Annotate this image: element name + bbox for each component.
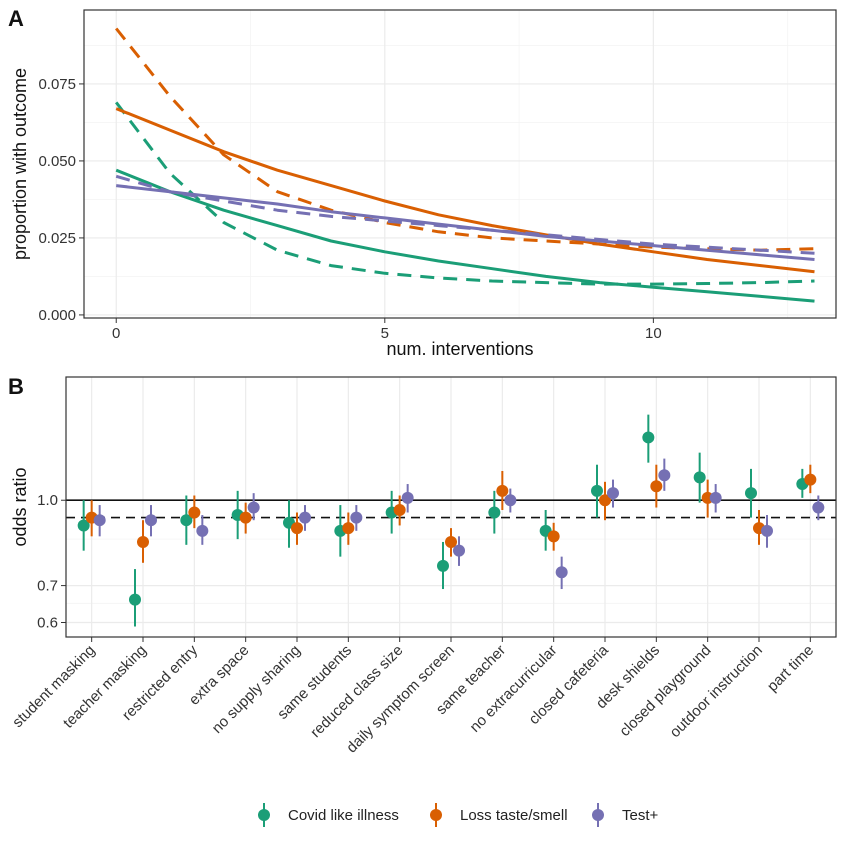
panel-b-y-tick-label: 1.0 (37, 492, 58, 509)
point-covid (437, 559, 449, 572)
point-test (709, 491, 722, 504)
panel-a-letter: A (8, 6, 24, 31)
point-test (145, 514, 157, 527)
panel-a-y-tick-label: 0.000 (38, 307, 76, 324)
panel-b-y-tick-label: 0.7 (37, 578, 58, 595)
panel-b-y-axis-title: odds ratio (10, 467, 30, 546)
point-taste (342, 522, 355, 535)
point-covid (488, 506, 501, 519)
panel-a-x-axis-title: num. interventions (386, 339, 533, 359)
category-label: closed playground (616, 642, 714, 740)
panel-a-lines (115, 27, 815, 303)
legend-label-covid: Covid like illness (288, 807, 399, 824)
panel-b-y-tick-label: 0.6 (37, 614, 58, 631)
point-taste (393, 504, 406, 517)
point-taste (239, 511, 252, 524)
point-taste (599, 494, 611, 507)
series-line-taste-solid (115, 107, 815, 274)
point-test (93, 514, 106, 527)
legend: Covid like illness Loss taste/smell Test+ (258, 803, 659, 827)
point-taste (804, 473, 817, 486)
point-test (607, 487, 619, 500)
series-line-taste-dashed (115, 27, 815, 252)
category-label: part time (764, 642, 817, 695)
point-covid (591, 484, 603, 497)
legend-key-point-test (592, 809, 604, 821)
panel-a-x-tick-label: 0 (112, 325, 120, 342)
point-test (299, 511, 311, 524)
series-line-test-dashed (115, 174, 815, 255)
panel-a-y-tick-label: 0.050 (38, 153, 76, 170)
panel-a-frame (83, 9, 837, 319)
point-covid (642, 431, 655, 444)
point-covid (745, 487, 757, 500)
panel-a-grid (84, 10, 836, 318)
legend-key-point-covid (258, 809, 270, 821)
point-test (350, 511, 363, 524)
point-taste (496, 484, 509, 497)
point-taste (650, 480, 663, 493)
point-test (504, 494, 517, 507)
category-label: outdoor instruction (667, 642, 766, 741)
point-test (453, 544, 465, 557)
point-taste (137, 535, 149, 548)
panel-b-points (77, 414, 825, 627)
panel-a-y-axis-title: proportion with outcome (10, 68, 30, 260)
point-test (247, 501, 260, 514)
panel-a-x-tick-label: 10 (645, 325, 662, 342)
point-test (761, 524, 773, 537)
point-taste (291, 522, 303, 535)
panel-a-y-tick-label: 0.025 (38, 230, 76, 247)
legend-label-test: Test+ (622, 807, 659, 824)
legend-label-taste: Loss taste/smell (460, 807, 568, 824)
point-test (658, 469, 671, 482)
point-taste (547, 530, 560, 543)
point-covid (180, 514, 193, 527)
panel-a-x-tick-label: 5 (381, 325, 389, 342)
panel-a-y-tick-label: 0.075 (38, 76, 76, 93)
point-test (812, 501, 825, 514)
series-line-covid-dashed (115, 101, 815, 286)
point-taste (188, 506, 201, 519)
panel-a-ticks: 0 5 10 0.000 0.025 0.050 0.075 (38, 76, 661, 342)
point-covid (693, 471, 706, 484)
category-label: no extracurricular (467, 642, 561, 736)
point-covid (129, 593, 141, 606)
point-test (555, 566, 568, 579)
point-test (196, 524, 209, 537)
category-label: no supply sharing (209, 642, 304, 737)
panel-b-letter: B (8, 374, 24, 399)
panel-b-grid (66, 377, 836, 637)
point-test (401, 491, 414, 504)
point-covid (77, 519, 90, 532)
legend-key-point-taste (430, 809, 442, 821)
series-line-covid-solid (115, 168, 815, 303)
category-label: reduced class size (307, 642, 406, 741)
point-taste (445, 535, 457, 548)
